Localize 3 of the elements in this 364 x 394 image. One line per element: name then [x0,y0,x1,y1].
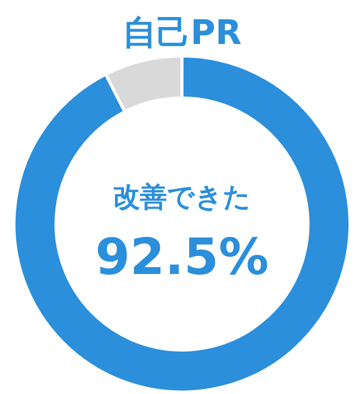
slice-label: 改善できた [113,182,251,213]
chart-title: 自己PR [122,13,242,53]
data-label: 92.5% [95,228,269,286]
